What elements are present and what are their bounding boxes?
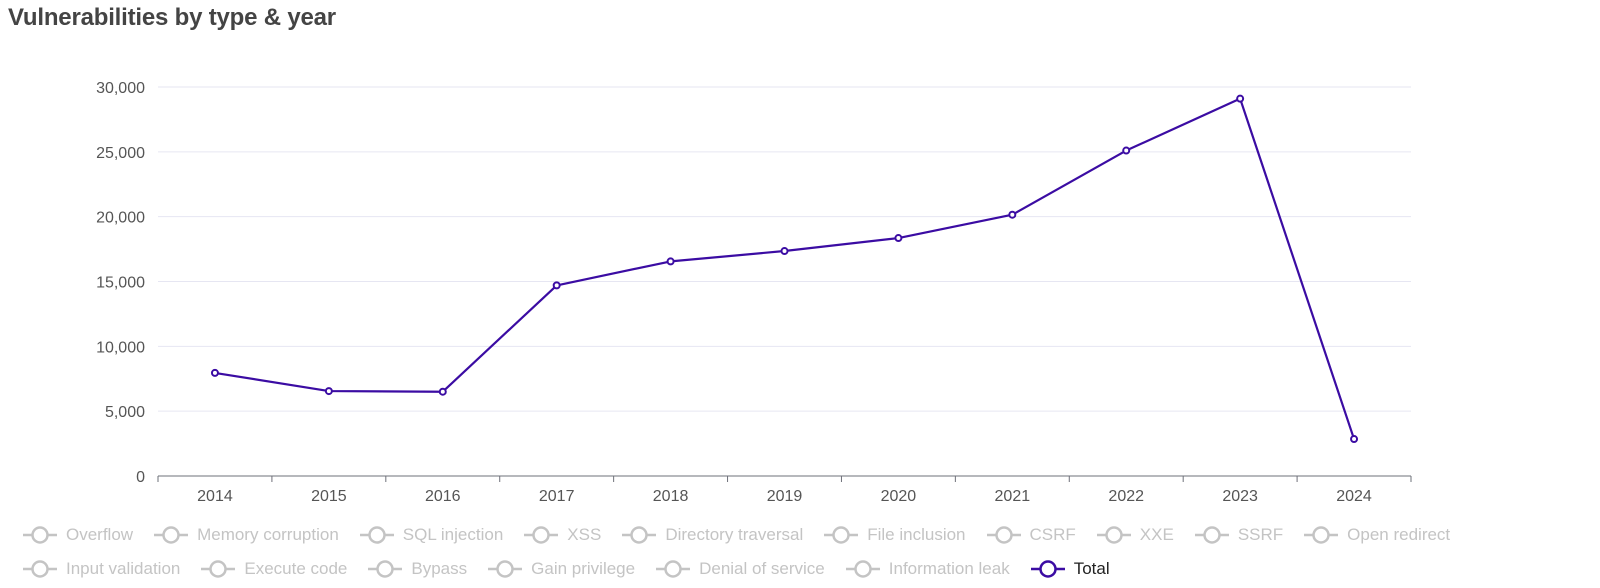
- data-point[interactable]: [552, 281, 561, 290]
- y-tick-label: 5,000: [105, 404, 145, 421]
- line-chart: 0 5,000 10,000 15,000 20,000 25,000 30,000 201…: [96, 80, 1412, 505]
- x-tick-label: 2023: [1222, 488, 1258, 505]
- chart-title: Vulnerabilities by type & year: [8, 4, 336, 31]
- y-axis: 0 5,000 10,000 15,000 20,000 25,000 30,000: [96, 80, 145, 486]
- legend-label: XSS: [567, 525, 602, 544]
- legend-item-execute-code[interactable]: Execute code: [200, 559, 347, 579]
- legend-item-xss[interactable]: XSS: [523, 525, 601, 545]
- series-group: [210, 94, 1359, 444]
- legend-label: XXE: [1139, 525, 1174, 544]
- y-tick-label: 15,000: [96, 275, 145, 292]
- x-tick-label: 2021: [995, 488, 1031, 505]
- data-point[interactable]: [210, 368, 219, 377]
- y-tick-label: 10,000: [96, 339, 145, 356]
- legend-marker-icon: [824, 526, 859, 544]
- legend-label: Gain privilege: [531, 559, 636, 578]
- legend-marker-icon: [201, 560, 236, 578]
- legend-item-gain-privilege[interactable]: Gain privilege: [487, 559, 635, 579]
- legend-marker-icon: [524, 526, 559, 544]
- legend-item-file-inclusion[interactable]: File inclusion: [823, 525, 966, 545]
- legend-item-input-validation[interactable]: Input validation: [22, 559, 180, 579]
- legend-label: Memory corruption: [197, 525, 339, 544]
- legend-marker-icon: [23, 560, 57, 578]
- legend-marker-icon: [154, 526, 189, 544]
- legend-item-directory-traversal[interactable]: Directory traversal: [621, 525, 803, 545]
- legend-label: Denial of service: [699, 559, 825, 578]
- legend-item-information-leak[interactable]: Information leak: [845, 559, 1010, 579]
- data-point[interactable]: [1350, 435, 1359, 444]
- legend-item-csrf[interactable]: CSRF: [986, 525, 1076, 545]
- data-point[interactable]: [780, 247, 789, 256]
- y-tick-label: 25,000: [96, 145, 145, 162]
- legend-label: Directory traversal: [665, 525, 804, 544]
- y-tick-label: 30,000: [96, 80, 145, 97]
- legend-item-memory-corruption[interactable]: Memory corruption: [153, 525, 339, 545]
- legend-label: Execute code: [244, 559, 348, 578]
- legend-label: Open redirect: [1347, 525, 1451, 544]
- legend-row-2: Input validation Execute code Bypass Gain p…: [22, 559, 1582, 579]
- legend-item-total[interactable]: Total: [1030, 559, 1110, 579]
- legend-label: SQL injection: [402, 525, 504, 544]
- legend-item-sql-injection[interactable]: SQL injection: [359, 525, 503, 545]
- data-point[interactable]: [324, 387, 333, 396]
- x-tick-label: 2016: [425, 488, 461, 505]
- y-tick-label: 0: [136, 469, 145, 486]
- legend-marker-icon: [359, 526, 394, 544]
- legend-marker-icon: [488, 560, 523, 578]
- legend-marker-icon: [1096, 526, 1131, 544]
- data-point[interactable]: [438, 387, 447, 396]
- legend-marker-icon: [986, 526, 1021, 544]
- legend-label: Information leak: [888, 559, 1010, 578]
- legend-item-open-redirect[interactable]: Open redirect: [1303, 525, 1450, 545]
- x-tick-label: 2014: [197, 488, 233, 505]
- x-tick-label: 2022: [1108, 488, 1144, 505]
- legend-label: Bypass: [411, 559, 468, 578]
- legend-item-ssrf[interactable]: SSRF: [1194, 525, 1283, 545]
- series-line-total: [214, 97, 1356, 440]
- legend-marker-icon: [845, 560, 880, 578]
- legend-marker-icon: [656, 560, 691, 578]
- legend-marker-icon: [368, 560, 403, 578]
- data-point[interactable]: [666, 257, 675, 266]
- x-tick-label: 2020: [881, 488, 917, 505]
- x-tick-label: 2017: [539, 488, 575, 505]
- grid-lines: [158, 86, 1411, 412]
- legend-item-xxe[interactable]: XXE: [1096, 525, 1174, 545]
- x-tick-label: 2015: [311, 488, 347, 505]
- legend-marker-icon: [1304, 526, 1339, 544]
- legend-marker-icon: [23, 526, 57, 544]
- data-point[interactable]: [1122, 146, 1131, 155]
- legend-row-1: Overflow Memory corruption SQL injection XS…: [22, 525, 1582, 545]
- x-tick-label: 2024: [1336, 488, 1372, 505]
- data-point[interactable]: [894, 234, 903, 243]
- x-tick-label: 2019: [767, 488, 803, 505]
- x-axis: 2014 2015 2016 2017 2018 2019 2020 2021 2022 2023…: [157, 475, 1412, 505]
- legend-label: Overflow: [66, 525, 134, 544]
- x-tick-label: 2018: [653, 488, 689, 505]
- legend-marker-icon: [1194, 526, 1229, 544]
- legend-label: Total: [1073, 559, 1110, 578]
- legend-item-bypass[interactable]: Bypass: [367, 559, 467, 579]
- legend-marker-icon: [1030, 560, 1065, 578]
- data-point[interactable]: [1008, 210, 1017, 219]
- data-point[interactable]: [1236, 94, 1245, 103]
- legend-item-denial-of-service[interactable]: Denial of service: [655, 559, 825, 579]
- legend-item-overflow[interactable]: Overflow: [22, 525, 133, 545]
- legend-label: File inclusion: [867, 525, 966, 544]
- legend-label: SSRF: [1237, 525, 1284, 544]
- legend-label: Input validation: [66, 559, 181, 578]
- legend-label: CSRF: [1029, 525, 1076, 544]
- legend-marker-icon: [622, 526, 657, 544]
- y-tick-label: 20,000: [96, 210, 145, 227]
